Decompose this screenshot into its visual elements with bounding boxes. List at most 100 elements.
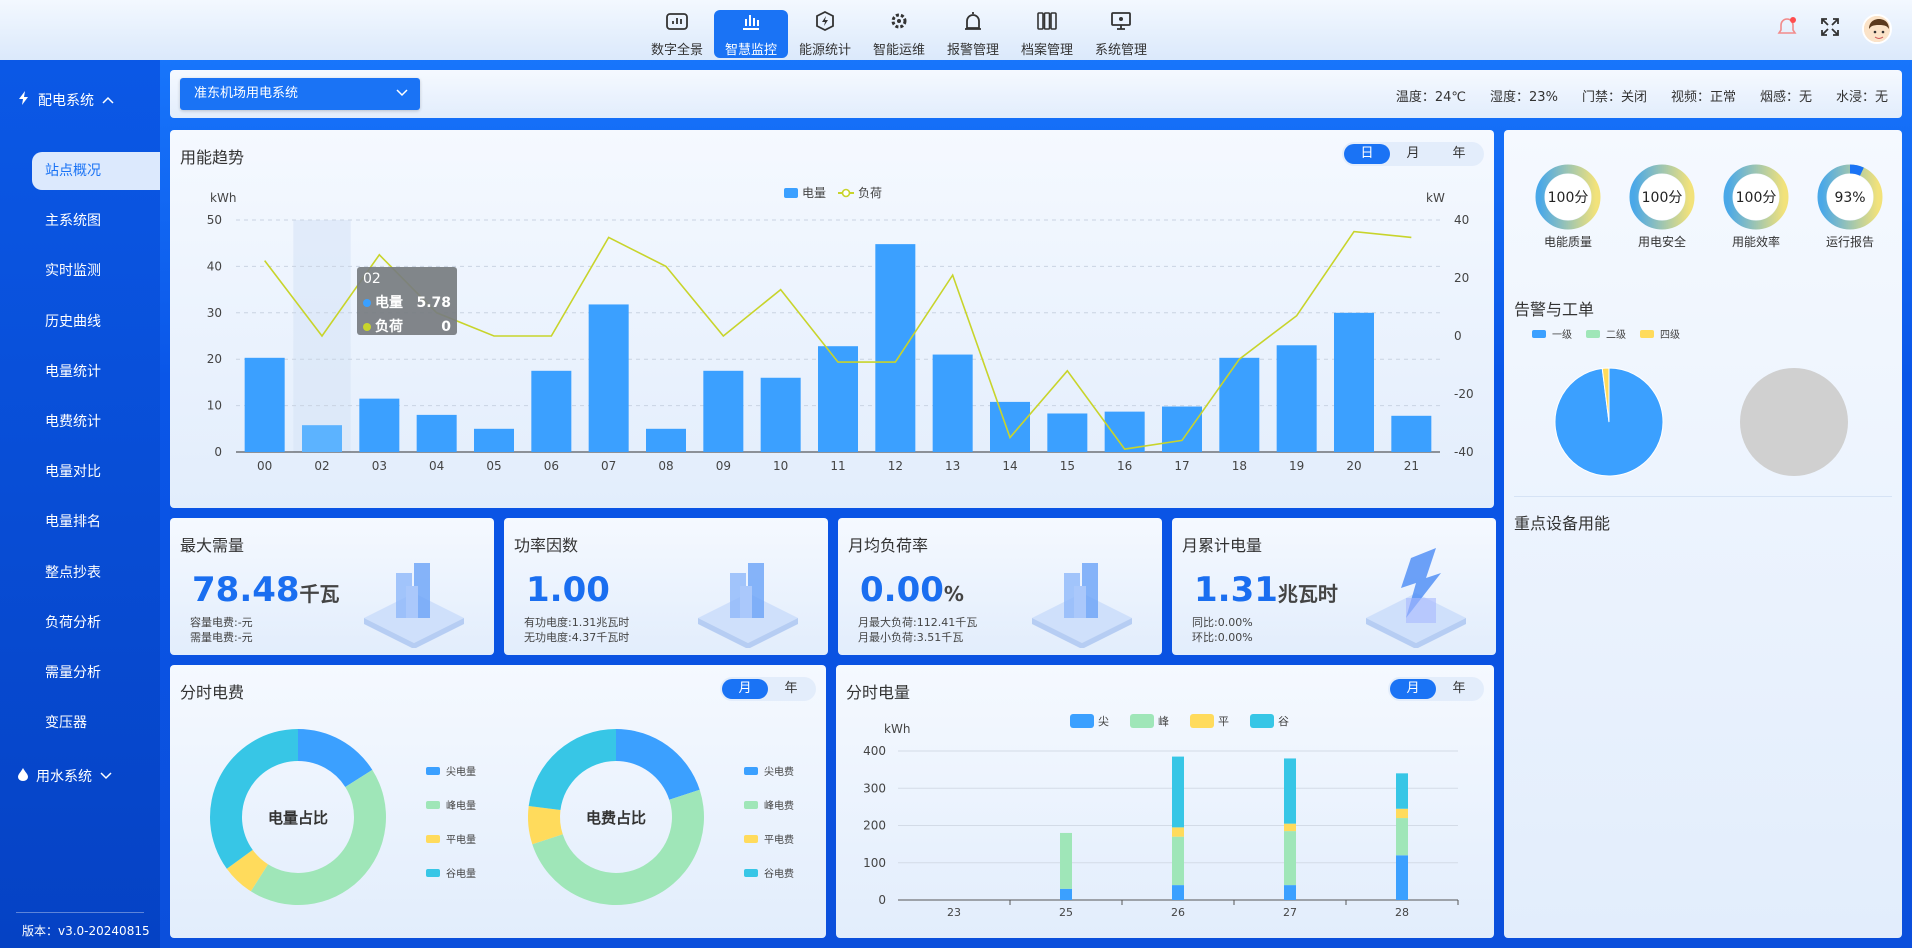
energy-bar[interactable] (244, 357, 285, 452)
nav-item-5[interactable]: 报警管理 (936, 10, 1010, 58)
donut-slice[interactable] (528, 729, 616, 810)
period-tab[interactable]: 月 (1406, 146, 1420, 161)
nav-label: 报警管理 (946, 43, 999, 58)
sidebar-group-water[interactable]: 用水系统 (18, 766, 112, 786)
sidebar-item-11[interactable]: 需量分析 (45, 665, 101, 681)
donut-slice[interactable] (532, 789, 704, 905)
energy-bar[interactable] (1047, 413, 1088, 452)
energy-bar[interactable] (1219, 357, 1260, 452)
period-tab[interactable]: 日 (1344, 144, 1390, 164)
sidebar-item-5[interactable]: 电量统计 (45, 363, 101, 380)
legend-swatch (1640, 329, 1654, 338)
alarm-pie-charts[interactable] (1504, 344, 1902, 494)
panel-title: 分时电量 (846, 683, 911, 702)
sidebar-item-2[interactable]: 主系统图 (45, 213, 101, 230)
sidebar-item-1[interactable]: 站点概况 (32, 152, 160, 190)
energy-bar[interactable] (531, 370, 572, 452)
monitor-icon (1109, 10, 1133, 39)
energy-bar[interactable] (588, 304, 629, 452)
donut-center-label: 电量占比 (268, 809, 328, 827)
tou-energy-stacked-chart[interactable]: 0 100 200 300 400 kWh 23 25 26 27 28 尖 峰 平 谷 (836, 665, 1494, 938)
energy-bar[interactable] (1334, 312, 1374, 452)
period-tab[interactable]: 年 (1452, 681, 1466, 696)
stacked-bar-segment[interactable] (1396, 855, 1408, 900)
sidebar-group-power[interactable]: 配电系统 (18, 90, 114, 110)
nav-item-3[interactable]: 能源统计 (788, 10, 862, 58)
x-tick: 16 (1117, 459, 1132, 473)
nav-item-4[interactable]: 智能运维 (862, 10, 936, 58)
sidebar-item-7[interactable]: 电量对比 (45, 464, 101, 481)
energy-bar[interactable] (818, 346, 858, 452)
energy-bar[interactable] (302, 425, 342, 452)
energy-bar[interactable] (474, 428, 514, 452)
sidebar-item-8[interactable]: 电量排名 (45, 514, 101, 531)
legend-label: 平电费 (764, 835, 794, 846)
period-tab[interactable]: 年 (1452, 146, 1466, 161)
donut-slice[interactable] (298, 729, 373, 787)
energy-bar[interactable] (990, 401, 1030, 452)
period-tab[interactable]: 月 (1390, 679, 1436, 699)
sidebar-item-4[interactable]: 历史曲线 (45, 313, 101, 330)
energy-bar[interactable] (1391, 415, 1432, 452)
stacked-bar-segment[interactable] (1172, 885, 1184, 900)
donut-slice[interactable] (210, 729, 298, 869)
stacked-bar-segment[interactable] (1284, 758, 1296, 824)
donut-slice[interactable] (226, 849, 268, 892)
energy-bar[interactable] (1104, 411, 1145, 452)
energy-bar[interactable] (760, 377, 801, 452)
stacked-bar-segment[interactable] (1172, 836, 1184, 886)
nav-item-6[interactable]: 档案管理 (1010, 10, 1084, 58)
energy-bar[interactable] (416, 414, 457, 452)
notification-bell-icon[interactable] (1776, 16, 1798, 42)
fee-donut-charts[interactable]: 电量占比 电费占比 (170, 665, 826, 938)
tooltip-label: 负荷 (375, 318, 403, 335)
stacked-bar-segment[interactable] (1284, 823, 1296, 832)
sidebar-item-3[interactable]: 实时监测 (45, 263, 101, 280)
donut-slice[interactable] (528, 805, 563, 845)
kpi-title: 月均负荷率 (848, 536, 929, 555)
sidebar-item-6[interactable]: 电费统计 (45, 414, 101, 430)
y-tick-left: 20 (207, 352, 222, 366)
y-tick: 100 (863, 856, 886, 870)
stacked-bar-segment[interactable] (1396, 808, 1408, 819)
energy-bar[interactable] (703, 370, 744, 452)
sidebar-item-9[interactable]: 整点抄表 (45, 564, 101, 581)
stacked-bar-segment[interactable] (1396, 818, 1408, 856)
energy-bar[interactable] (932, 354, 973, 452)
stacked-bar-segment[interactable] (1284, 885, 1296, 900)
station-select-value: 准东机场用电系统 (194, 86, 299, 101)
period-tab[interactable]: 月 (722, 679, 768, 699)
stacked-bar-segment[interactable] (1284, 831, 1296, 886)
donut-slice[interactable] (250, 769, 386, 905)
energy-bar[interactable] (1162, 406, 1202, 452)
fullscreen-icon[interactable] (1820, 17, 1840, 41)
nav-item-1[interactable]: 数字全景 (640, 10, 714, 58)
sidebar-item-12[interactable]: 变压器 (45, 715, 87, 732)
period-tab[interactable]: 年 (784, 681, 798, 696)
workorder-empty-pie[interactable] (1740, 368, 1848, 476)
alarm-title: 告警与工单 (1514, 300, 1595, 319)
archive-icon (1035, 10, 1059, 39)
user-avatar[interactable] (1862, 14, 1892, 44)
stacked-bar-segment[interactable] (1060, 888, 1072, 900)
stacked-bar-segment[interactable] (1060, 832, 1072, 889)
nav-item-2[interactable]: 智慧监控 (714, 10, 788, 58)
energy-bar[interactable] (1276, 345, 1317, 452)
legend-item: 尖电费 (744, 763, 794, 778)
stacked-bar-segment[interactable] (1172, 827, 1184, 837)
energy-bar[interactable] (359, 398, 400, 452)
kpi-value: 1.31 (1194, 570, 1278, 610)
nav-item-7[interactable]: 系统管理 (1084, 10, 1158, 58)
donut-slice[interactable] (616, 729, 700, 800)
tooltip-label: 电量 (375, 294, 403, 311)
kpi-card-4: 月累计电量 1.31兆瓦时 同比:0.00% 环比:0.00% (1172, 518, 1496, 655)
alarm-pie-slice[interactable] (1601, 367, 1610, 423)
station-select[interactable]: 准东机场用电系统 (180, 78, 420, 110)
stacked-bar-segment[interactable] (1396, 773, 1408, 809)
stacked-bar-segment[interactable] (1172, 756, 1184, 828)
kpi-illustration (1356, 538, 1476, 649)
sidebar-item-10[interactable]: 负荷分析 (45, 614, 101, 631)
energy-bar[interactable] (646, 428, 686, 452)
energy-bar[interactable] (875, 244, 916, 452)
